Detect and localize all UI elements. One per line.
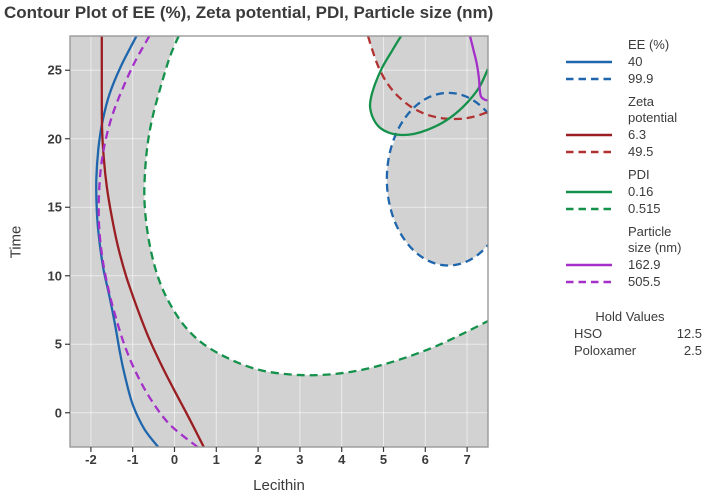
- legend-group-particle-size-nm-: Particle size (nm) 162.9 505.5: [566, 224, 706, 290]
- legend-line-swatch: [566, 280, 612, 283]
- hold-value-name: HSO: [574, 326, 603, 341]
- hold-values-row: Poloxamer 2.5: [566, 342, 704, 359]
- legend-group-ee-: EE (%) 40 99.9: [566, 37, 706, 87]
- legend-line-swatch: [566, 263, 612, 266]
- legend-entry: 99.9: [566, 70, 706, 87]
- legend-entry: 162.9: [566, 256, 706, 273]
- x-tick-label: 0: [170, 452, 179, 467]
- legend-line-swatch: [566, 133, 612, 136]
- x-tick-label: -2: [85, 452, 97, 467]
- x-tick-label: 1: [212, 452, 220, 467]
- legend-entry-label: 49.5: [628, 144, 654, 159]
- contour-line-particle-size-nm--505.5: [97, 36, 199, 447]
- legend-entry-label: 505.5: [628, 274, 661, 289]
- legend-entry-label: 99.9: [628, 71, 654, 86]
- hold-value-name: Poloxamer: [574, 343, 637, 358]
- x-tick-label: 4: [338, 452, 346, 467]
- y-tick-label: 5: [54, 336, 62, 352]
- legend-entry-label: 40: [628, 54, 643, 69]
- hold-values-block: Hold Values HSO 12.5 Poloxamer 2.5: [566, 308, 704, 359]
- y-tick-label: 20: [47, 131, 62, 147]
- legend-line-swatch: [566, 207, 612, 210]
- legend-line-swatch: [566, 60, 612, 63]
- legend-entry: 49.5: [566, 143, 706, 160]
- x-tick-label: -1: [126, 452, 139, 467]
- legend-group-pdi: PDI 0.16 0.515: [566, 167, 706, 217]
- contour-line-zeta-potential-49.5: [366, 36, 488, 121]
- hold-values-row: HSO 12.5: [566, 325, 704, 342]
- y-tick-label: 15: [47, 199, 62, 215]
- chart-title: Contour Plot of EE (%), Zeta potential, …: [4, 3, 494, 22]
- legend-entry: 40: [566, 53, 706, 70]
- legend-entry: 505.5: [566, 273, 706, 290]
- legend-line-swatch: [566, 150, 612, 153]
- legend-series-header: size (nm): [628, 240, 682, 255]
- y-axis-label: Time: [7, 225, 25, 259]
- x-tick-label: 3: [296, 452, 304, 467]
- x-tick-label: 7: [463, 452, 471, 467]
- infeasible-upper-right: [368, 36, 488, 266]
- contour-line-pdi-0.16: [368, 36, 488, 137]
- y-tick-label: 0: [54, 405, 62, 421]
- legend-entry: 0.16: [566, 183, 706, 200]
- legend-entry-label: 6.3: [628, 127, 647, 142]
- legend-series-header: Zeta: [628, 94, 655, 109]
- contour-line-pdi-0.515: [143, 36, 488, 377]
- y-tick-label: 25: [47, 62, 62, 78]
- legend-series-header: Particle: [628, 224, 672, 239]
- legend-group-zeta-potential: Zeta potential 6.3 49.5: [566, 94, 706, 160]
- plot-frame: [69, 35, 489, 448]
- legend-entry-label: 162.9: [628, 257, 661, 272]
- legend: EE (%) 40 99.9 Zeta potential 6.3 49.5 PDI 0.16 0…: [566, 37, 706, 359]
- plot-inner: [70, 36, 488, 447]
- contour-line-particle-size-nm--162.9: [468, 36, 488, 102]
- legend-entry-label: 0.515: [628, 201, 661, 216]
- x-tick-label: 2: [254, 452, 262, 467]
- x-tick-label: 5: [379, 452, 388, 467]
- legend-entry-label: 0.16: [628, 184, 654, 199]
- hold-values-header: Hold Values: [595, 309, 665, 324]
- legend-line-swatch: [566, 190, 612, 193]
- x-axis-label: Lecithin: [253, 477, 305, 494]
- x-tick-label: 6: [421, 452, 429, 467]
- hold-value-number: 12.5: [676, 326, 702, 341]
- legend-line-swatch: [566, 77, 612, 80]
- contour-line-zeta-potential-6.3: [100, 36, 205, 447]
- y-tick-label: 10: [47, 268, 62, 284]
- hold-value-number: 2.5: [683, 343, 702, 358]
- legend-entry: 0.515: [566, 200, 706, 217]
- legend-series-header: EE (%): [628, 37, 670, 52]
- legend-series-header: PDI: [628, 167, 650, 182]
- legend-series-header: potential: [628, 110, 678, 125]
- legend-entry: 6.3: [566, 126, 706, 143]
